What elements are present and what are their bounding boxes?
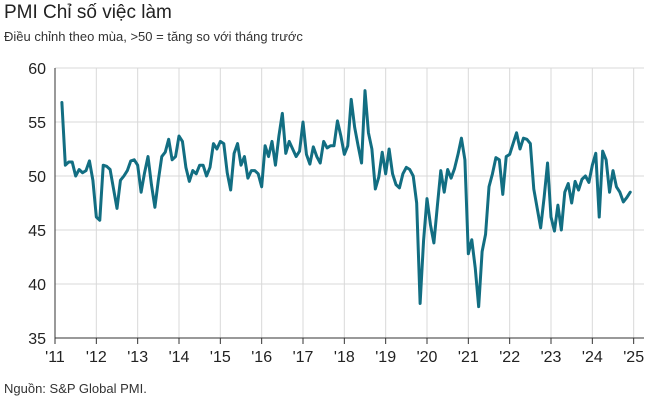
chart-title: PMI Chỉ số việc làm bbox=[4, 2, 172, 23]
x-tick-label: '14 bbox=[169, 349, 190, 366]
x-tick-label: '17 bbox=[293, 349, 314, 366]
axes bbox=[54, 68, 644, 344]
x-tick-label: '21 bbox=[458, 349, 479, 366]
series-line bbox=[60, 89, 632, 309]
tick-labels: 35 40 45 50 55 60 '11 '12 '13 '14 '15 '16 '17 '18 '19 '… bbox=[28, 61, 644, 366]
x-tick-label: '16 bbox=[251, 349, 272, 366]
y-tick-label: 40 bbox=[28, 277, 46, 294]
y-tick-label: 50 bbox=[28, 169, 46, 186]
x-tick-label: '19 bbox=[375, 349, 396, 366]
chart-subtitle: Điều chỉnh theo mùa, >50 = tăng so với t… bbox=[4, 29, 303, 44]
y-tick-label: 45 bbox=[28, 223, 46, 240]
x-tick-label: '18 bbox=[334, 349, 355, 366]
source-note: Nguồn: S&P Global PMI. bbox=[4, 381, 147, 396]
y-tick-label: 60 bbox=[28, 61, 46, 78]
x-tick-label: '23 bbox=[541, 349, 562, 366]
x-tick-label: '13 bbox=[127, 349, 148, 366]
x-tick-label: '22 bbox=[499, 349, 520, 366]
x-tick-label: '25 bbox=[623, 349, 644, 366]
x-tick-label: '24 bbox=[582, 349, 603, 366]
x-tick-label: '20 bbox=[417, 349, 438, 366]
series-layer bbox=[60, 89, 632, 309]
x-tick-label: '11 bbox=[45, 349, 65, 366]
y-tick-label: 35 bbox=[28, 331, 46, 348]
x-tick-label: '15 bbox=[210, 349, 231, 366]
y-tick-label: 55 bbox=[28, 115, 46, 132]
x-tick-label: '12 bbox=[86, 349, 107, 366]
